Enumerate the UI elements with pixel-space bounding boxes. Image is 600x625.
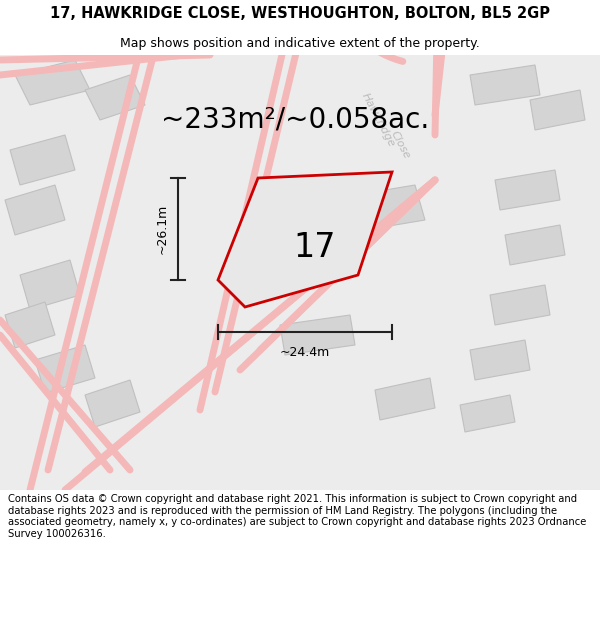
Text: ~26.1m: ~26.1m xyxy=(155,204,169,254)
Polygon shape xyxy=(35,345,95,393)
Polygon shape xyxy=(15,60,90,105)
Polygon shape xyxy=(85,75,145,120)
Polygon shape xyxy=(470,340,530,380)
Text: ~24.4m: ~24.4m xyxy=(280,346,330,359)
Polygon shape xyxy=(460,395,515,432)
Polygon shape xyxy=(495,170,560,210)
Polygon shape xyxy=(355,185,425,230)
Polygon shape xyxy=(218,172,392,307)
Text: ~233m²/~0.058ac.: ~233m²/~0.058ac. xyxy=(161,106,429,134)
Polygon shape xyxy=(20,260,80,310)
Polygon shape xyxy=(470,65,540,105)
Polygon shape xyxy=(490,285,550,325)
Text: Contains OS data © Crown copyright and database right 2021. This information is : Contains OS data © Crown copyright and d… xyxy=(8,494,586,539)
Polygon shape xyxy=(530,90,585,130)
Text: 17: 17 xyxy=(293,231,335,264)
Polygon shape xyxy=(505,225,565,265)
Polygon shape xyxy=(280,315,355,355)
Text: Close: Close xyxy=(388,129,412,161)
Polygon shape xyxy=(10,135,75,185)
Polygon shape xyxy=(85,380,140,427)
Text: Map shows position and indicative extent of the property.: Map shows position and indicative extent… xyxy=(120,38,480,51)
Text: Hawkridge: Hawkridge xyxy=(359,91,397,149)
Polygon shape xyxy=(5,302,55,348)
Polygon shape xyxy=(375,378,435,420)
Text: 17, HAWKRIDGE CLOSE, WESTHOUGHTON, BOLTON, BL5 2GP: 17, HAWKRIDGE CLOSE, WESTHOUGHTON, BOLTO… xyxy=(50,6,550,21)
Polygon shape xyxy=(5,185,65,235)
